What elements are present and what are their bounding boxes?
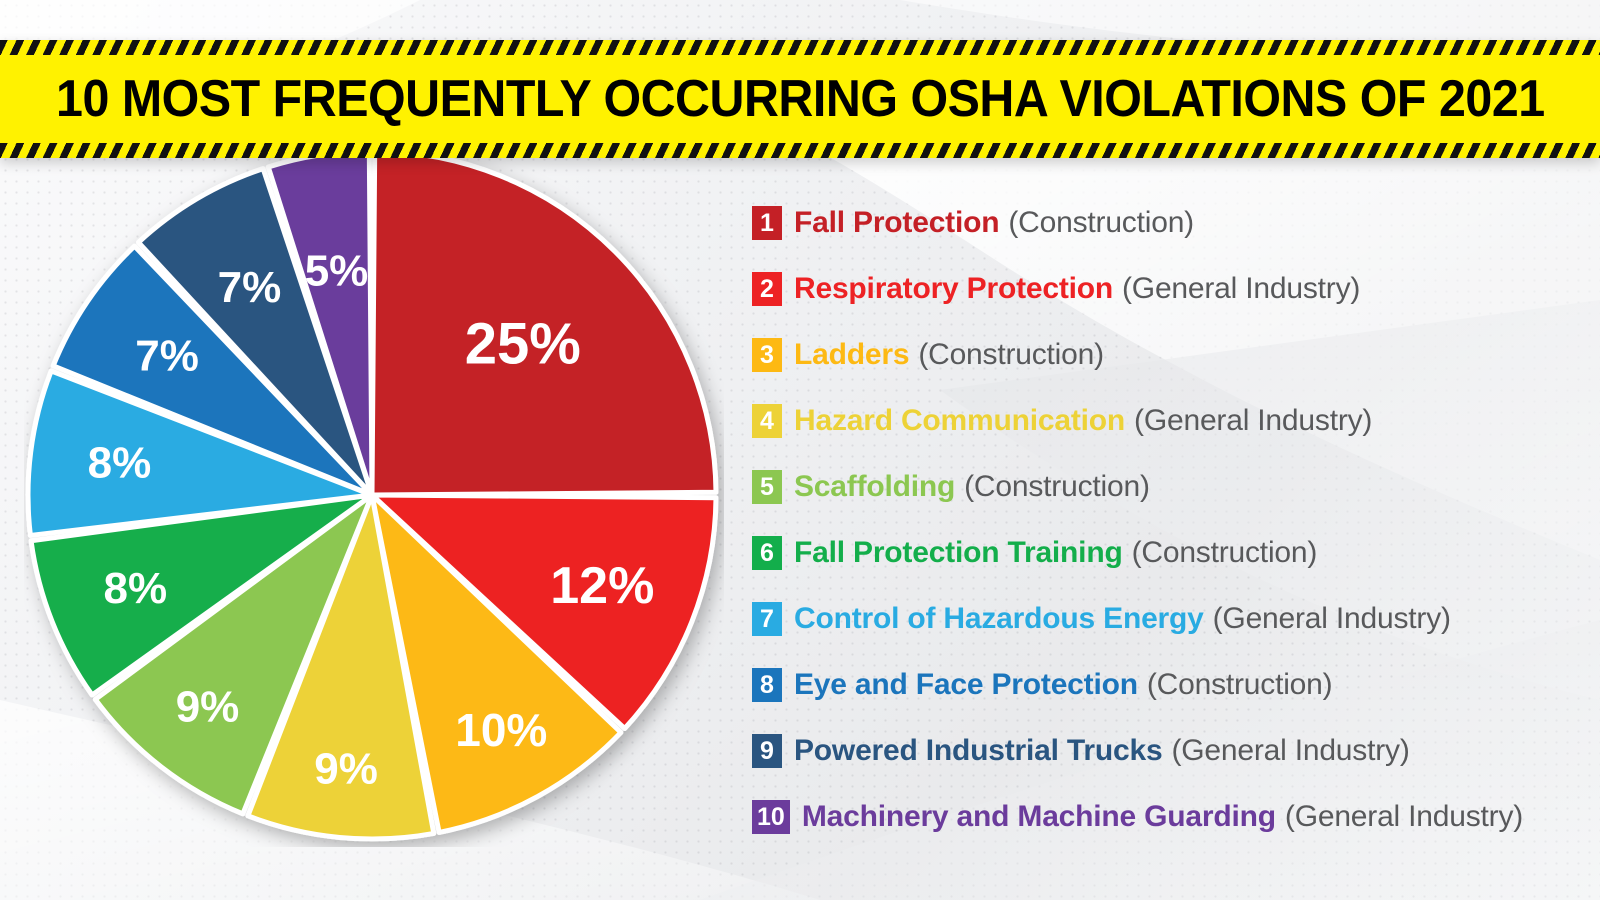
legend-industry-sector: (Construction): [964, 470, 1150, 503]
title-banner: 10 MOST FREQUENTLY OCCURRING OSHA VIOLAT…: [0, 40, 1600, 158]
pie-slice: [50, 243, 375, 498]
legend-item[interactable]: 8 Eye and Face Protection (Construction): [752, 652, 1582, 718]
legend-item[interactable]: 10 Machinery and Machine Guarding (General…: [752, 784, 1582, 850]
legend-industry-sector: (Construction): [1146, 668, 1333, 701]
legend-rank-badge: 9: [752, 734, 782, 768]
legend: 1 Fall Protection (Construction) 2 Respirato…: [752, 190, 1582, 850]
legend-rank-badge: 7: [752, 602, 782, 636]
pie-slice-label: 25%: [465, 312, 581, 377]
legend-violation-name: Ladders: [794, 338, 910, 371]
legend-violation-name: Respiratory Protection: [794, 272, 1114, 305]
pie-slice-label: 7%: [135, 331, 199, 380]
pie-slice: [25, 368, 375, 538]
legend-item[interactable]: 3 Ladders (Construction): [752, 322, 1582, 388]
pie-slice-label: 9%: [176, 683, 240, 732]
legend-rank-badge: 1: [752, 206, 782, 240]
legend-industry-sector: (General Industry): [1122, 272, 1361, 305]
hazard-stripe-bottom-icon: [0, 143, 1600, 158]
legend-item[interactable]: 2 Respiratory Protection (General Industry…: [752, 256, 1582, 322]
pie-slice-label: 8%: [88, 439, 152, 488]
page-title: 10 MOST FREQUENTLY OCCURRING OSHA VIOLAT…: [0, 69, 1600, 129]
legend-rank-badge: 3: [752, 338, 782, 372]
pie-slice: [28, 492, 375, 698]
pie-slice-label: 9%: [314, 745, 378, 794]
legend-violation-name: Eye and Face Protection: [794, 668, 1138, 701]
legend-industry-sector: (Construction): [918, 338, 1104, 371]
pie-slice-label: 7%: [218, 263, 282, 312]
pie-slice-label: 12%: [550, 557, 654, 615]
pie-slice-label: 5%: [305, 246, 369, 295]
legend-violation-name: Machinery and Machine Guarding: [801, 800, 1276, 833]
page-title-text: 10 MOST FREQUENTLY OCCURRING OSHA VIOLAT…: [56, 70, 1545, 128]
legend-industry-sector: (General Industry): [1284, 800, 1524, 833]
legend-violation-name: Fall Protection Training: [794, 536, 1123, 569]
legend-violation-name: Control of Hazardous Energy: [794, 602, 1204, 635]
pie-chart: 25% 12% 10% 9% 9% 8% 8% 7% 7% 5%: [24, 147, 724, 847]
legend-item[interactable]: 4 Hazard Communication (General Industry): [752, 388, 1582, 454]
legend-item[interactable]: 6 Fall Protection Training (Construction): [752, 520, 1582, 586]
legend-violation-name: Fall Protection: [794, 206, 1000, 239]
legend-violation-name: Scaffolding: [794, 470, 956, 503]
legend-rank-badge: 5: [752, 470, 782, 504]
legend-rank-badge: 2: [752, 272, 782, 306]
pie-slice-label: 10%: [455, 704, 547, 756]
legend-violation-name: Hazard Communication: [794, 404, 1126, 437]
pie-slice: [369, 148, 719, 498]
legend-violation-name: Powered Industrial Trucks: [794, 734, 1163, 767]
legend-item[interactable]: 7 Control of Hazardous Energy (General Ind…: [752, 586, 1582, 652]
pie-slice-label: 8%: [104, 564, 168, 613]
legend-rank-badge: 6: [752, 536, 782, 570]
hazard-stripe-top-icon: [0, 40, 1600, 55]
legend-item[interactable]: 1 Fall Protection (Construction): [752, 190, 1582, 256]
legend-item[interactable]: 5 Scaffolding (Construction): [752, 454, 1582, 520]
legend-industry-sector: (General Industry): [1212, 602, 1451, 635]
legend-industry-sector: (General Industry): [1171, 734, 1410, 767]
legend-industry-sector: (Construction): [1131, 536, 1318, 569]
legend-rank-badge: 8: [752, 668, 782, 702]
legend-item[interactable]: 9 Powered Industrial Trucks (General Indus…: [752, 718, 1582, 784]
pie-chart-svg: 25% 12% 10% 9% 9% 8% 8% 7% 7% 5%: [25, 148, 719, 842]
legend-industry-sector: (General Industry): [1134, 404, 1373, 437]
legend-industry-sector: (Construction): [1008, 206, 1194, 239]
legend-rank-badge: 10: [752, 800, 790, 834]
pie-slice-group: [25, 148, 719, 842]
pie-slice: [135, 166, 375, 498]
legend-rank-badge: 4: [752, 404, 782, 438]
